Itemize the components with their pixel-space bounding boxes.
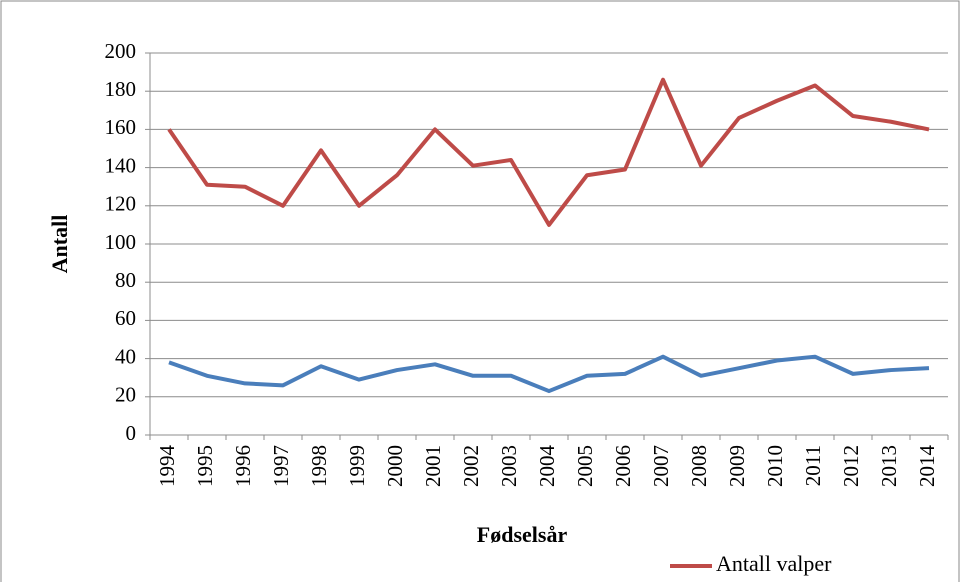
y-tick-label: 80 xyxy=(115,268,136,292)
x-tick-label: 2008 xyxy=(687,445,711,487)
x-tick-label: 2004 xyxy=(535,445,559,488)
x-tick-label: 2005 xyxy=(573,445,597,487)
x-tick-label: 2001 xyxy=(421,445,445,487)
x-tick-label: 2003 xyxy=(497,445,521,487)
x-tick-label: 1995 xyxy=(193,445,217,487)
x-tick-label: 2014 xyxy=(915,445,939,488)
y-tick-label: 180 xyxy=(105,77,137,101)
legend-label: Antall valper xyxy=(716,551,832,576)
x-tick-label: 1998 xyxy=(307,445,331,487)
x-tick-label: 2006 xyxy=(611,445,635,487)
y-tick-label: 60 xyxy=(115,306,136,330)
x-tick-label: 2013 xyxy=(877,445,901,487)
y-tick-label: 100 xyxy=(105,230,137,254)
y-tick-label: 120 xyxy=(105,192,137,216)
x-tick-label: 2009 xyxy=(725,445,749,487)
x-tick-label: 2000 xyxy=(383,445,407,487)
y-tick-label: 140 xyxy=(105,153,137,177)
line xyxy=(168,354,930,394)
x-tick-label: 2010 xyxy=(763,445,787,487)
x-tick-label: 2011 xyxy=(801,445,825,486)
y-axis-title: Antall xyxy=(47,215,72,274)
y-tick-label: 40 xyxy=(115,344,136,368)
y-tick-label: 20 xyxy=(115,383,136,407)
x-tick-label: 2002 xyxy=(459,445,483,487)
x-tick-label: 2012 xyxy=(839,445,863,487)
x-tick-label: 1996 xyxy=(231,445,255,487)
x-axis-title: Fødselsår xyxy=(477,522,568,547)
x-tick-label: 1997 xyxy=(269,445,293,487)
line xyxy=(167,77,930,227)
y-tick-label: 0 xyxy=(126,421,137,445)
x-tick-label: 1999 xyxy=(345,445,369,487)
x-tick-label: 2007 xyxy=(649,445,673,487)
y-tick-label: 200 xyxy=(105,39,137,63)
x-tick-label: 1994 xyxy=(155,445,179,488)
y-tick-label: 160 xyxy=(105,115,137,139)
